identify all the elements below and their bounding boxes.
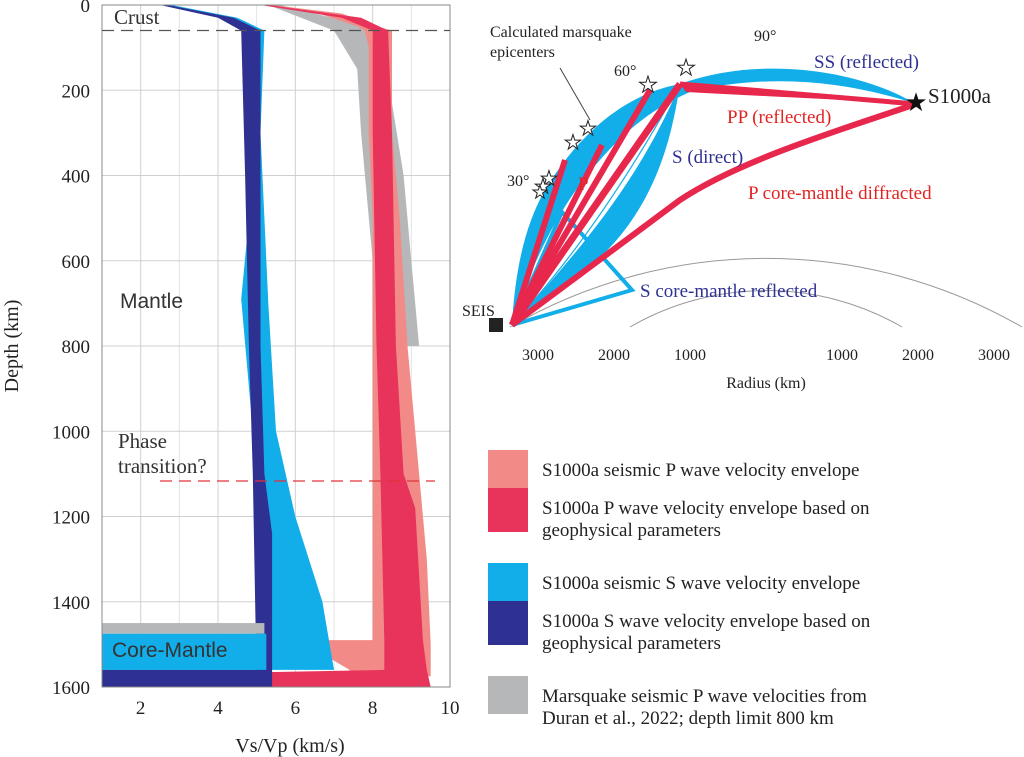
epicenter-stars: ★ ★ ★ ★ ★ ★ ★: [531, 55, 696, 203]
radius-tick: 3000: [978, 347, 1010, 364]
raypath-diagram-panel: ★ ★ ★ ★ ★ ★ ★ ★ SEIS Calculated marsquak…: [462, 24, 1023, 392]
star-icon: ★: [638, 72, 658, 97]
star-icon: ★: [540, 168, 558, 190]
y-tick-label: 1000: [52, 422, 90, 443]
epicenters-label-line1: Calculated marsquake: [490, 24, 632, 41]
phase-label-line2: transition?: [118, 454, 207, 478]
angle-30-label: 30°: [507, 173, 529, 190]
crust-label: Crust: [114, 5, 160, 29]
velocity-profile-panel: 2 4 6 8 10 0 200 400 600 800 1000 1200 1400 1600 Vs/…: [1, 0, 460, 757]
p-ray-1: [509, 81, 683, 328]
star-icon: ★: [579, 118, 597, 140]
event-star-icon: ★: [904, 88, 927, 117]
legend-swatch-p-seismic: [488, 450, 528, 488]
y-tick-label: 400: [62, 167, 91, 188]
s-core-label: S core-mantle reflected: [640, 281, 818, 302]
y-tick-label: 1600: [52, 678, 90, 699]
p-ray-3: [509, 159, 568, 326]
y-tick-labels: 0 200 400 600 800 1000 1200 1400 1600: [52, 0, 90, 699]
star-icon: ★: [534, 176, 552, 198]
legend-label: S1000a P wave velocity envelope based on: [542, 498, 870, 519]
envelope-p-geophys: [260, 5, 431, 687]
p-ray-2: [509, 88, 653, 327]
ss-label: SS (reflected): [814, 52, 919, 73]
plot-frame: [101, 4, 451, 688]
radius-tick: 2000: [902, 347, 934, 364]
star-icon: ★: [532, 182, 548, 202]
envelope-s-geophys: [160, 5, 273, 687]
p-ray-4: [509, 143, 605, 327]
legend-label: geophysical parameters: [542, 633, 721, 654]
velocity-envelopes: [160, 5, 431, 687]
s-direct-fan-2: [511, 109, 676, 326]
mantle-label: Mantle: [120, 290, 183, 313]
core-mantle-gray-band: [102, 623, 265, 634]
y-tick-label: 200: [62, 81, 91, 102]
x-axis-label: Vs/Vp (km/s): [235, 735, 344, 757]
x-tick-label: 10: [441, 698, 460, 719]
y-tick-label: 600: [62, 252, 91, 273]
phase-label-line1: Phase: [118, 429, 167, 453]
legend-swatch-p-geophys: [488, 488, 528, 532]
legend-label: S1000a seismic S wave velocity envelope: [542, 573, 860, 594]
p-core-label: P core-mantle diffracted: [748, 183, 932, 204]
radius-tick: 3000: [522, 347, 554, 364]
p-core-diffracted-path: [510, 101, 917, 328]
pp-reflected-line: [679, 81, 917, 107]
y-tick-label: 800: [62, 337, 91, 358]
legend-swatch-marsquake: [488, 676, 528, 714]
p-label: P: [578, 174, 589, 195]
s-direct-fan-1: [511, 83, 681, 326]
s-direct-label: S (direct): [672, 147, 743, 168]
zone-overlays: [102, 623, 269, 687]
y-tick-label: 0: [81, 0, 91, 17]
y-tick-label: 1200: [52, 508, 90, 529]
legend-label: Marsquake seismic P wave velocities from: [542, 686, 867, 707]
radius-tick: 1000: [826, 347, 858, 364]
legend-label: S1000a seismic P wave velocity envelope: [542, 460, 859, 481]
ss-reflected-path: [680, 68, 916, 104]
star-icon: ★: [564, 132, 582, 154]
x-tick-label: 4: [213, 698, 223, 719]
legend-label: S1000a S wave velocity envelope based on: [542, 611, 871, 632]
angle-90-label: 90°: [754, 28, 776, 45]
core-mantle-s-geophys-band: [102, 669, 269, 687]
x-tick-label: 6: [291, 698, 301, 719]
y-tick-label: 1400: [52, 593, 90, 614]
core-mantle-label: Core-Mantle: [112, 639, 228, 662]
x-tick-labels: 2 4 6 8 10: [136, 698, 460, 719]
star-icon: ★: [676, 55, 696, 80]
angle-60-label: 60°: [614, 63, 636, 80]
y-axis-label: Depth (km): [1, 300, 23, 393]
legend-swatch-s-geophys: [488, 601, 528, 645]
radius-axis-label: Radius (km): [726, 375, 806, 392]
seis-station-icon: [489, 318, 503, 332]
pp-label: PP (reflected): [727, 107, 831, 128]
epicenter-pointer-line: [559, 67, 591, 121]
core-mantle-s-band: [102, 633, 267, 670]
epicenters-label-line2: epicenters: [490, 44, 555, 61]
event-label: S1000a: [928, 84, 992, 108]
radius-tick: 1000: [674, 347, 706, 364]
legend-swatch-s-seismic: [488, 563, 528, 601]
legend: S1000a seismic P wave velocity envelope S…: [488, 450, 871, 729]
legend-label: geophysical parameters: [542, 520, 721, 541]
radius-tick: 2000: [598, 347, 630, 364]
core-boundary-arc: [629, 290, 903, 328]
mars-surface-arc: [509, 257, 1023, 328]
x-tick-label: 8: [368, 698, 378, 719]
x-tick-label: 2: [136, 698, 146, 719]
legend-label: Duran et al., 2022; depth limit 800 km: [542, 708, 834, 729]
seis-label: SEIS: [462, 303, 495, 320]
